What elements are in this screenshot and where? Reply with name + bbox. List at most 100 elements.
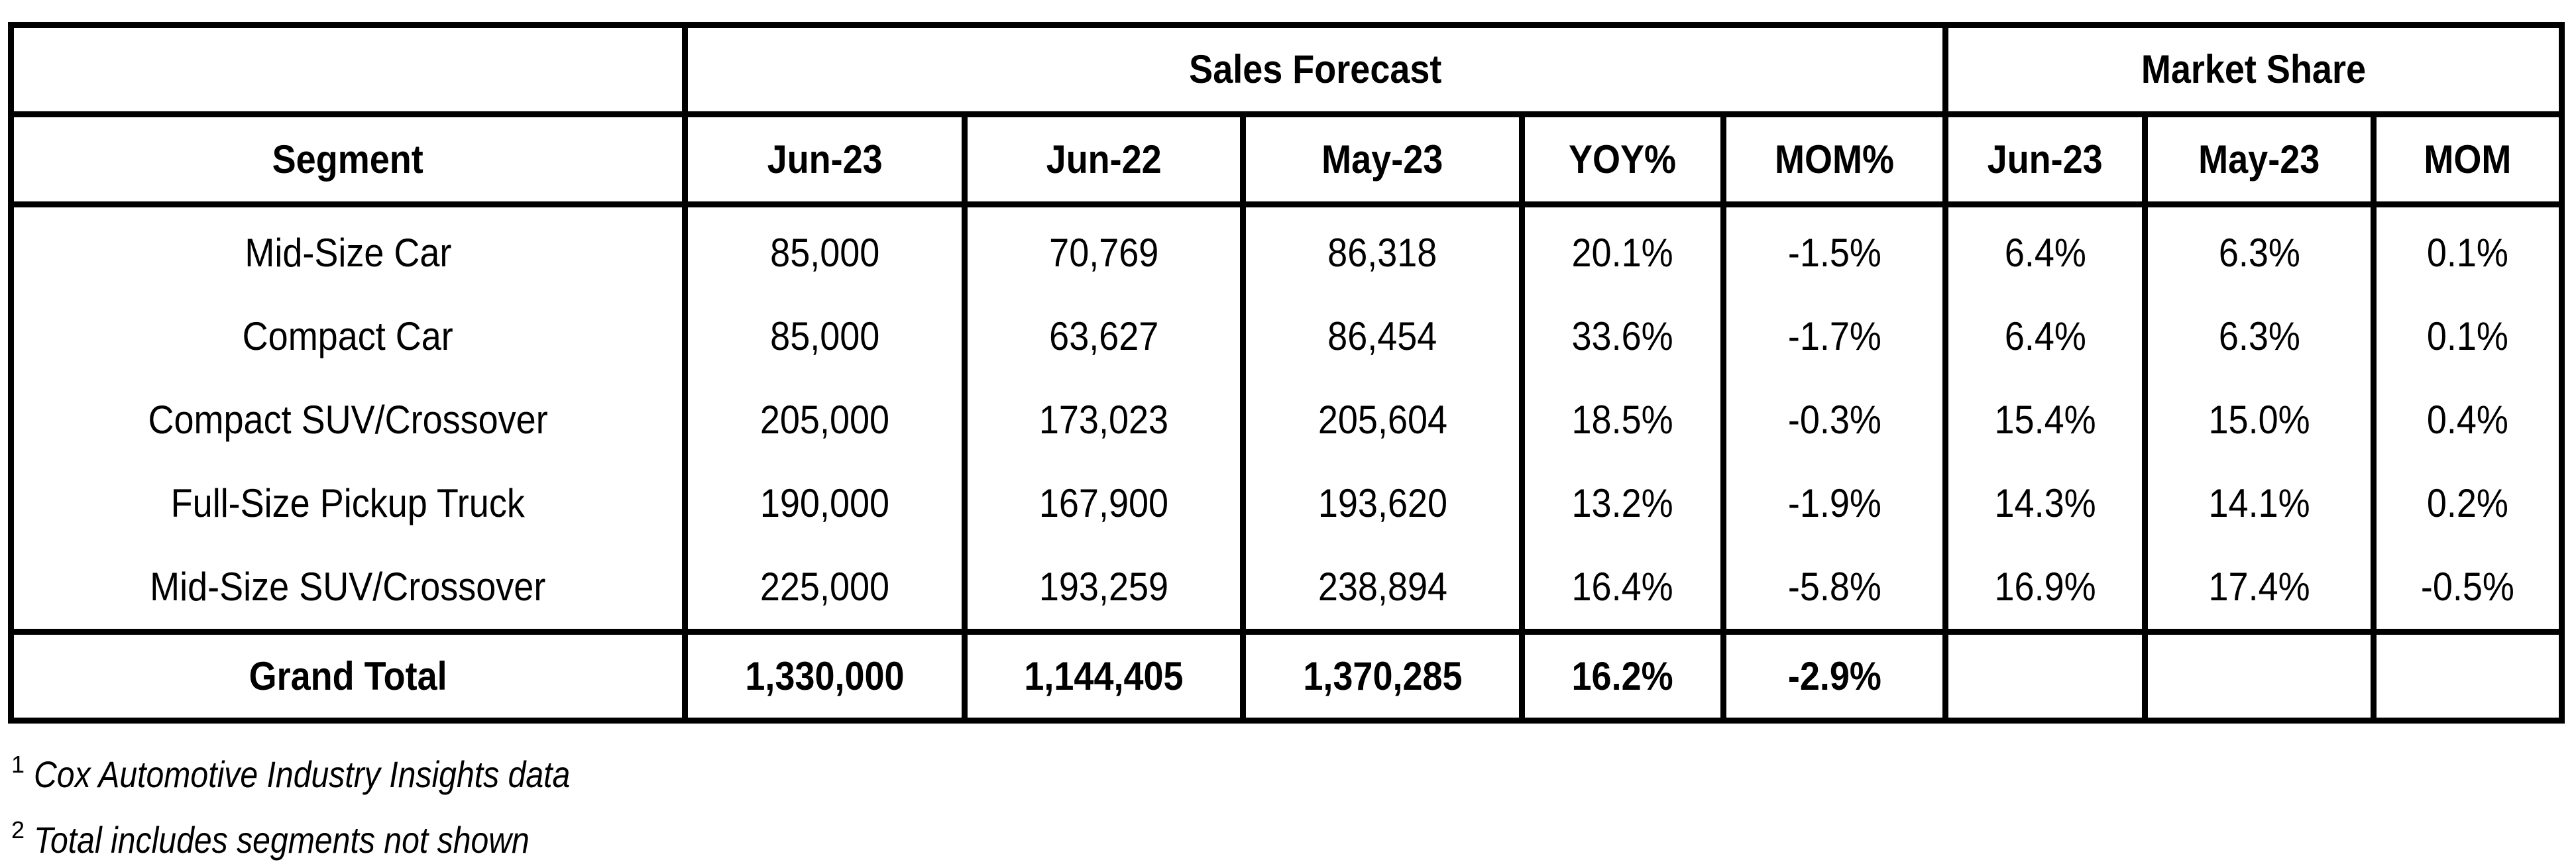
cell-mom: -1.9%: [1720, 462, 1948, 545]
footnote-1: 1 Cox Automotive Industry Insights data: [11, 737, 657, 802]
cell-text: 16.4%: [1571, 565, 1674, 609]
footnote-text: Cox Automotive Industry Insights data: [34, 753, 571, 795]
cell-text: Compact Car: [242, 314, 454, 358]
cell-total-yoy: 16.2%: [1519, 629, 1726, 721]
cell-total-ms-jun23: [1942, 629, 2148, 721]
cell-sf-jun23: 225,000: [682, 545, 968, 632]
column-header-label: Segment: [272, 136, 424, 182]
cell-sf-may23: 86,454: [1240, 295, 1525, 378]
cell-text: 205,000: [759, 398, 890, 442]
group-header-sales-forecast: Sales Forecast: [682, 25, 1948, 117]
cell-text: 63,627: [1048, 314, 1159, 358]
table-row: Mid-Size SUV/Crossover 225,000 193,259 2…: [8, 545, 2565, 632]
cell-ms-mom: 0.1%: [2370, 295, 2565, 378]
cell-sf-may23: 86,318: [1240, 204, 1525, 295]
cell-text: 16.9%: [1994, 565, 2096, 609]
column-header-label: MOM%: [1774, 136, 1894, 182]
cell-text: Full-Size Pickup Truck: [170, 481, 526, 525]
cell-text: 17.4%: [2208, 565, 2310, 609]
cell-yoy: 18.5%: [1519, 378, 1726, 462]
cell-text: 1,370,285: [1302, 653, 1463, 698]
cell-text: 13.2%: [1571, 481, 1674, 525]
cell-text: 1,144,405: [1024, 653, 1184, 698]
cell-text: Grand Total: [249, 653, 447, 698]
cell-text: 86,318: [1327, 231, 1437, 275]
cell-text: 173,023: [1038, 398, 1169, 442]
footnote-marker: 2: [11, 816, 25, 843]
cell-ms-mom: 0.1%: [2370, 204, 2565, 295]
group-header-blank: [8, 25, 688, 117]
column-header-label: YOY%: [1569, 136, 1677, 182]
cell-text: 86,454: [1327, 314, 1437, 358]
cell-text: 70,769: [1048, 231, 1159, 275]
column-header-ms-jun23: Jun-23: [1942, 114, 2148, 207]
cell-text: 6.4%: [2004, 314, 2086, 358]
group-header-market-share-label: Market Share: [2141, 47, 2367, 91]
cell-total-ms-mom: [2370, 629, 2565, 721]
footnote-2: 2 Total includes segments not shown: [11, 802, 657, 868]
cell-text: -1.7%: [1787, 314, 1881, 358]
cell-sf-may23: 193,620: [1240, 462, 1525, 545]
cell-text: Compact SUV/Crossover: [148, 398, 548, 442]
cell-text: 1,330,000: [745, 653, 905, 698]
cell-text: -1.9%: [1787, 481, 1881, 525]
cell-text: 190,000: [759, 481, 890, 525]
cell-text: 205,604: [1317, 398, 1447, 442]
cell-text: 85,000: [769, 314, 880, 358]
cell-segment: Mid-Size SUV/Crossover: [8, 545, 688, 632]
column-header-yoy: YOY%: [1519, 114, 1726, 207]
cell-ms-may23: 6.3%: [2142, 295, 2377, 378]
column-header-ms-mom: MOM: [2370, 114, 2565, 207]
cell-text: 225,000: [759, 565, 890, 609]
cell-segment: Compact SUV/Crossover: [8, 378, 688, 462]
cell-text: 238,894: [1317, 565, 1447, 609]
cell-text: 6.3%: [2218, 314, 2300, 358]
column-header-mom: MOM%: [1720, 114, 1948, 207]
cell-text: 0.2%: [2426, 481, 2509, 525]
table-row: Compact Car 85,000 63,627 86,454 33.6% -…: [8, 295, 2565, 378]
cell-text: 0.4%: [2426, 398, 2509, 442]
column-header-label: MOM: [2424, 136, 2512, 182]
table-row: Mid-Size Car 85,000 70,769 86,318 20.1% …: [8, 204, 2565, 295]
cell-sf-jun22: 63,627: [962, 295, 1246, 378]
cell-segment: Full-Size Pickup Truck: [8, 462, 688, 545]
cell-ms-jun23: 6.4%: [1942, 204, 2148, 295]
cell-sf-jun22: 167,900: [962, 462, 1246, 545]
cell-sf-jun23: 190,000: [682, 462, 968, 545]
cell-ms-may23: 17.4%: [2142, 545, 2377, 632]
column-header-sf-may23: May-23: [1240, 114, 1525, 207]
cell-text: 33.6%: [1571, 314, 1674, 358]
cell-sf-jun23: 205,000: [682, 378, 968, 462]
table-row: Full-Size Pickup Truck 190,000 167,900 1…: [8, 462, 2565, 545]
cell-text: 18.5%: [1571, 398, 1674, 442]
cell-text: 167,900: [1038, 481, 1169, 525]
cell-total-mom: -2.9%: [1720, 629, 1948, 721]
column-header-label: Jun-23: [767, 136, 883, 182]
cell-text: 85,000: [769, 231, 880, 275]
sales-forecast-table: Sales Forecast Market Share Segment Jun-…: [8, 22, 2565, 724]
cell-segment: Compact Car: [8, 295, 688, 378]
cell-text: 15.4%: [1994, 398, 2096, 442]
cell-sf-jun22: 173,023: [962, 378, 1246, 462]
cell-text: 0.1%: [2426, 314, 2509, 358]
cell-text: Mid-Size Car: [244, 231, 452, 275]
cell-sf-jun22: 70,769: [962, 204, 1246, 295]
cell-yoy: 20.1%: [1519, 204, 1726, 295]
cell-total-sf-may23: 1,370,285: [1240, 629, 1525, 721]
cell-text: Mid-Size SUV/Crossover: [150, 565, 546, 609]
cell-ms-jun23: 15.4%: [1942, 378, 2148, 462]
cell-text: 6.3%: [2218, 231, 2300, 275]
cell-mom: -0.3%: [1720, 378, 1948, 462]
cell-ms-mom: -0.5%: [2370, 545, 2565, 632]
cell-text: -1.5%: [1787, 231, 1881, 275]
footnotes: 1 Cox Automotive Industry Insights data 2…: [11, 737, 657, 868]
cell-ms-may23: 15.0%: [2142, 378, 2377, 462]
column-header-label: May-23: [1321, 136, 1443, 182]
cell-sf-jun23: 85,000: [682, 204, 968, 295]
cell-mom: -1.7%: [1720, 295, 1948, 378]
cell-yoy: 13.2%: [1519, 462, 1726, 545]
cell-text: -0.3%: [1787, 398, 1881, 442]
cell-total-sf-jun22: 1,144,405: [962, 629, 1246, 721]
cell-total-sf-jun23: 1,330,000: [682, 629, 968, 721]
cell-mom: -1.5%: [1720, 204, 1948, 295]
